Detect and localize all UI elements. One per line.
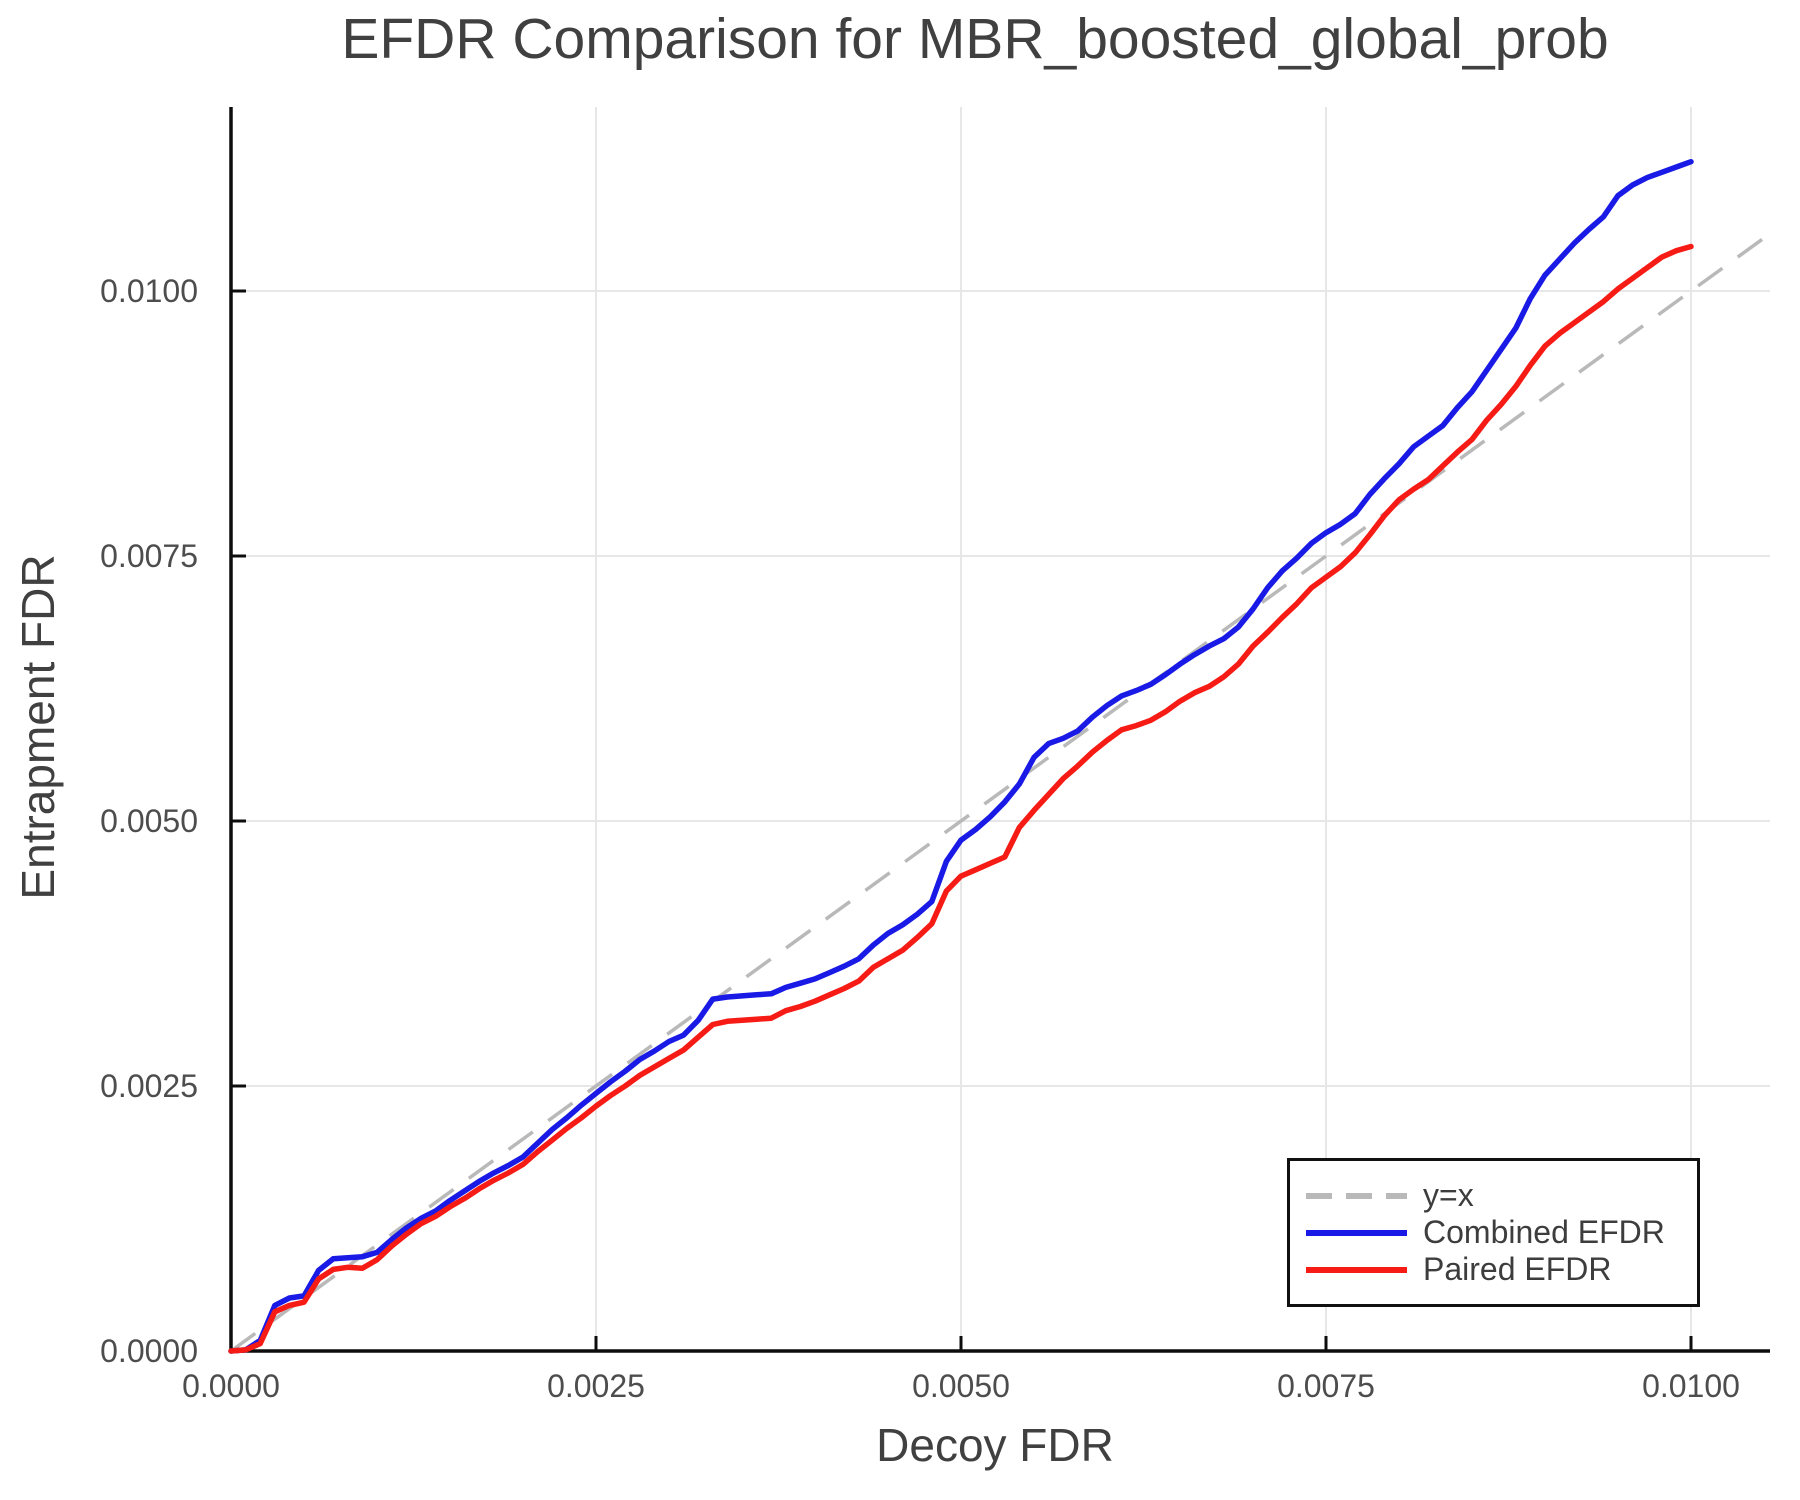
identity-line-sample	[1306, 1192, 1407, 1199]
legend-item-identity: y=x	[1304, 1177, 1697, 1214]
legend-label-combined-efdr: Combined EFDR	[1423, 1214, 1665, 1250]
chart-title: EFDR Comparison for MBR_boosted_global_p…	[341, 7, 1609, 71]
y-tick-label: 0.0050	[100, 803, 198, 839]
y-tick-label: 0.0100	[100, 273, 198, 309]
combined-efdr-line-sample	[1306, 1229, 1407, 1236]
identity-line	[229, 232, 1772, 1353]
paired-efdr-line	[228, 243, 1694, 1354]
x-tick-label: 0.0050	[912, 1368, 1010, 1404]
x-axis-label: Decoy FDR	[876, 1419, 1114, 1471]
legend-item-combined-efdr: Combined EFDR	[1304, 1214, 1697, 1251]
y-tick-label: 0.0025	[100, 1068, 198, 1104]
combined-efdr-line	[228, 158, 1694, 1354]
legend-item-paired-efdr: Paired EFDR	[1304, 1251, 1697, 1288]
x-tick-label: 0.0100	[1642, 1368, 1740, 1404]
y-tick-label: 0.0075	[100, 538, 198, 574]
y-axis-label: Entrapment FDR	[12, 554, 64, 900]
legend: y=x Combined EFDR Paired EFDR	[1287, 1158, 1700, 1307]
legend-label-paired-efdr: Paired EFDR	[1423, 1251, 1612, 1287]
x-tick-label: 0.0025	[547, 1368, 645, 1404]
x-tick-label: 0.0000	[182, 1368, 280, 1404]
y-tick-label: 0.0000	[100, 1333, 198, 1369]
paired-efdr-line-sample	[1306, 1266, 1407, 1273]
legend-label-identity: y=x	[1423, 1177, 1474, 1213]
x-tick-label: 0.0075	[1277, 1368, 1375, 1404]
